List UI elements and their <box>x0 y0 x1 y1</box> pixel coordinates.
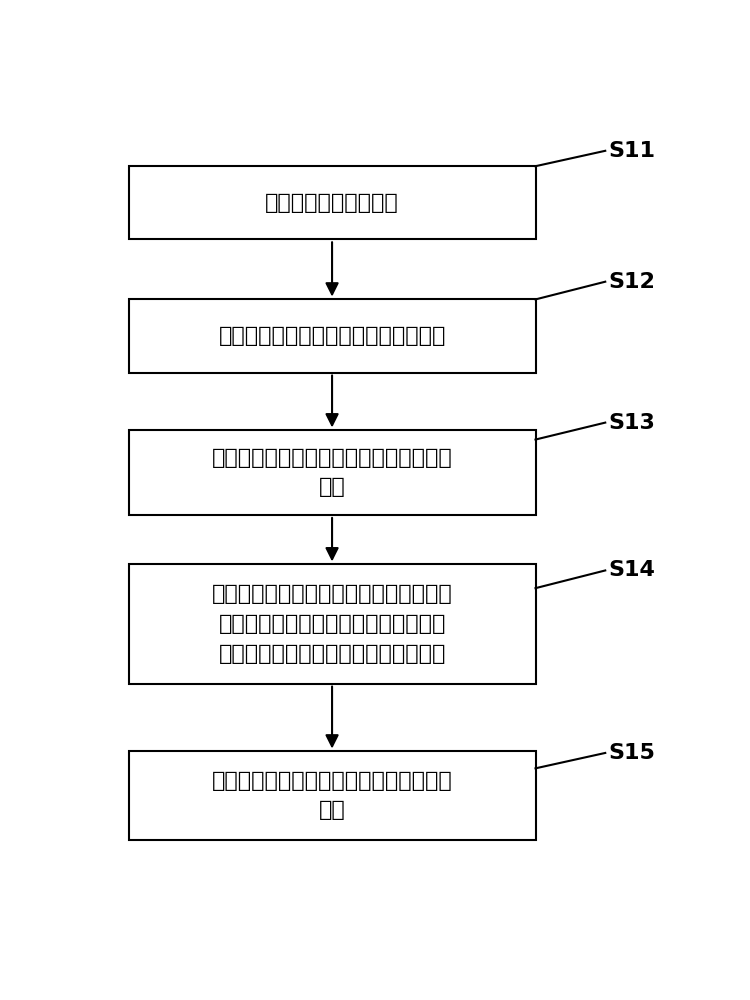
Bar <box>129 166 536 239</box>
Text: S15: S15 <box>608 743 655 763</box>
Text: 空调器根据触控压力值区间与操作对象的
第一对应关系，确定触控压力值所在的
触控压力值区间所对应的目标操作对象: 空调器根据触控压力值区间与操作对象的 第一对应关系，确定触控压力值所在的 触控压… <box>211 584 452 664</box>
Text: 空调器控制其显示屏显示目标操作对象的
界面: 空调器控制其显示屏显示目标操作对象的 界面 <box>211 771 452 820</box>
Text: 空调器确定触控停留时间达到预设时长: 空调器确定触控停留时间达到预设时长 <box>218 326 446 346</box>
Text: S13: S13 <box>608 413 655 433</box>
Bar <box>129 299 536 373</box>
Bar <box>129 751 536 840</box>
Text: 空调器获取触控压力值: 空调器获取触控压力值 <box>266 193 399 213</box>
Text: S14: S14 <box>608 560 655 580</box>
Text: S12: S12 <box>608 272 655 292</box>
Bar <box>129 564 536 684</box>
Text: S11: S11 <box>608 141 656 161</box>
Bar <box>129 430 536 515</box>
Text: 空调器确定触控压力值所在的触控压力值
区间: 空调器确定触控压力值所在的触控压力值 区间 <box>211 448 452 497</box>
